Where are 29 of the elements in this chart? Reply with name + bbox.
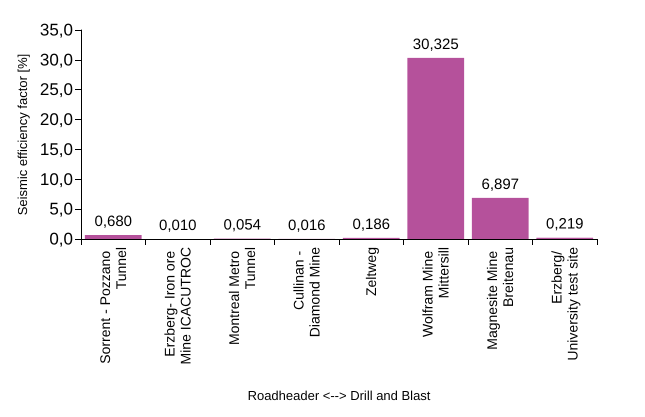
bar xyxy=(472,198,529,239)
data-label: 0,010 xyxy=(158,216,197,234)
data-label: 30,325 xyxy=(412,36,459,53)
y-tick-label: 0,0 xyxy=(49,230,73,248)
x-axis-title: Roadheader <--> Drill and Blast xyxy=(248,388,431,403)
data-label: 0,016 xyxy=(288,216,326,234)
x-tick-label: Sorrent - Pozzano Tunnel xyxy=(97,247,130,364)
data-label: 0,186 xyxy=(352,216,390,233)
y-tick-label: 10,0 xyxy=(40,170,73,189)
x-tick-label: Cullinan - Diamond Mine xyxy=(290,246,323,338)
bar xyxy=(407,58,464,239)
data-label: 0,219 xyxy=(546,216,584,233)
y-tick-label: 25,0 xyxy=(40,80,73,100)
data-label: 6,897 xyxy=(481,176,520,193)
x-tick-label: Zeltweg xyxy=(363,247,380,296)
y-tick-label: 5,0 xyxy=(49,200,73,219)
data-label: 0,054 xyxy=(223,216,262,234)
y-tick-label: 20,0 xyxy=(40,110,73,130)
x-tick-label: Magnesite Mine Breitenau xyxy=(484,247,516,350)
bar xyxy=(84,234,142,239)
y-axis-title: Seismic efficiency factor [%] xyxy=(15,54,30,216)
x-tick-label: Wolfram Mine Mittersill xyxy=(420,247,452,337)
data-label: 0,680 xyxy=(94,212,132,230)
y-tick-label: 15,0 xyxy=(40,140,73,159)
y-tick-label: 30,0 xyxy=(40,50,73,70)
y-tick-label: 35,0 xyxy=(40,20,73,40)
x-tick-label: Montreal Metro Tunnel xyxy=(226,247,258,346)
x-tick-label: Erzberg- Iron ore Mine ICACUTROC xyxy=(162,247,194,364)
x-tick-label: Erzberg/ University test site xyxy=(548,246,581,361)
